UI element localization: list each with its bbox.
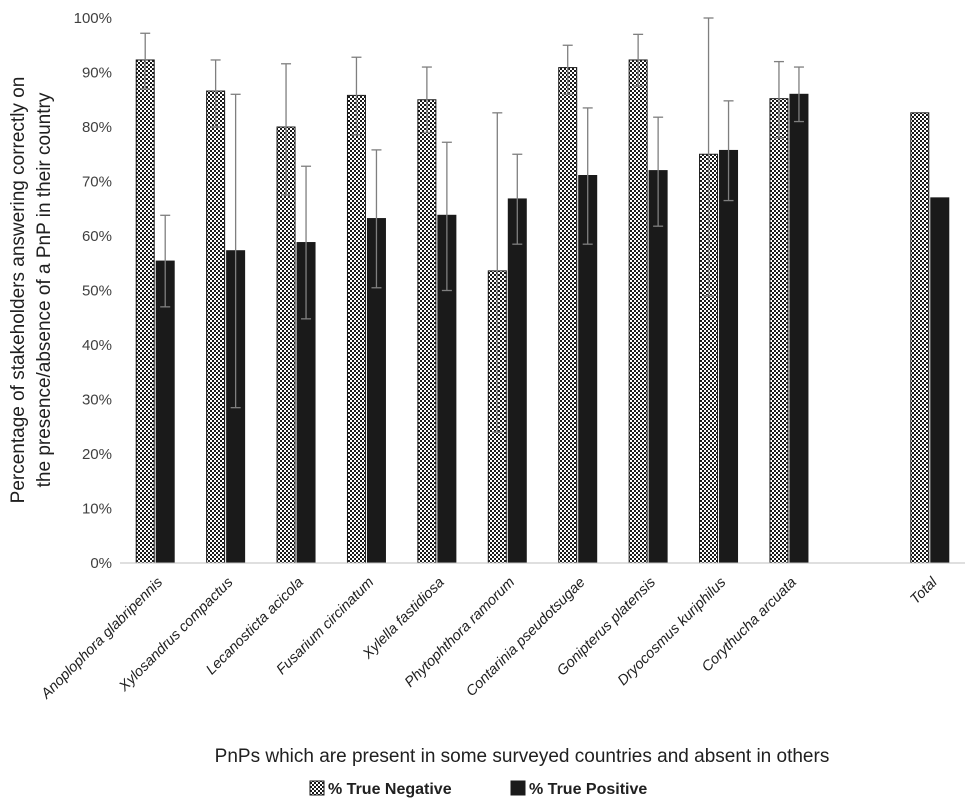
y-tick-label: 0%	[90, 555, 112, 572]
error-bar	[351, 56, 362, 136]
x-tick-label: Total	[907, 574, 941, 608]
x-tick-label: Anoplophora glabripennis	[38, 575, 166, 703]
legend-label-true-positive: % True Positive	[529, 781, 647, 798]
bar-true-positive	[507, 198, 527, 564]
error-bar	[582, 107, 593, 245]
legend-swatch-true-negative	[309, 780, 325, 796]
error-bar	[512, 153, 523, 245]
bar-true-negative	[628, 59, 648, 564]
legend-label-true-negative: % True Negative	[328, 781, 452, 798]
error-bar	[230, 93, 241, 409]
error-bar	[633, 33, 644, 87]
bar-true-positive	[789, 93, 809, 564]
y-tick-label: 20%	[82, 446, 112, 463]
bar-true-negative	[769, 98, 789, 564]
bar-true-negative	[206, 90, 226, 564]
bar-true-negative	[910, 112, 930, 564]
error-bar	[703, 17, 714, 297]
error-bar	[210, 59, 221, 128]
bars	[135, 59, 950, 564]
bar-true-negative	[558, 67, 578, 564]
error-bar	[301, 165, 312, 320]
error-bar	[160, 214, 171, 308]
error-bar	[281, 63, 292, 196]
y-tick-label: 70%	[82, 174, 112, 191]
bar-true-positive	[930, 197, 950, 564]
error-bar	[371, 149, 382, 289]
bar-true-positive	[719, 149, 739, 564]
bar-true-negative	[135, 59, 155, 564]
y-axis-title-line2: the presence/absence of a PnP in their c…	[34, 92, 55, 487]
y-axis-title-line1: Percentage of stakeholders answering cor…	[8, 77, 29, 504]
y-tick-label: 30%	[82, 392, 112, 409]
y-tick-label: 60%	[82, 228, 112, 245]
y-tick-label: 50%	[82, 283, 112, 300]
bar-true-positive	[648, 170, 668, 564]
y-tick-label: 40%	[82, 337, 112, 354]
bar-true-negative	[417, 99, 437, 564]
bar-true-negative	[346, 94, 366, 564]
x-tick-label: Xylosandrus compactus	[116, 575, 237, 696]
x-axis-title: PnPs which are present in some surveyed …	[215, 746, 830, 767]
legend: % True Negative % True Positive	[309, 780, 647, 798]
error-bar	[492, 112, 503, 433]
error-bar	[562, 44, 573, 95]
error-bars	[140, 17, 804, 433]
error-bar	[140, 32, 151, 90]
error-bar	[441, 141, 452, 292]
error-bar	[773, 60, 784, 139]
x-tick-label: Contarinia pseudotsugae	[463, 575, 588, 700]
y-axis-ticks: 0% 10% 20% 30% 40% 50% 60% 70% 80% 90% 100%	[74, 10, 112, 572]
error-bar	[793, 66, 804, 123]
error-bar	[723, 100, 734, 202]
y-tick-label: 10%	[82, 501, 112, 518]
legend-swatch-true-positive	[510, 780, 526, 796]
y-tick-label: 90%	[82, 65, 112, 82]
error-bar	[653, 116, 664, 227]
y-tick-label: 100%	[74, 10, 112, 27]
error-bar	[421, 66, 432, 134]
y-tick-label: 80%	[82, 119, 112, 136]
